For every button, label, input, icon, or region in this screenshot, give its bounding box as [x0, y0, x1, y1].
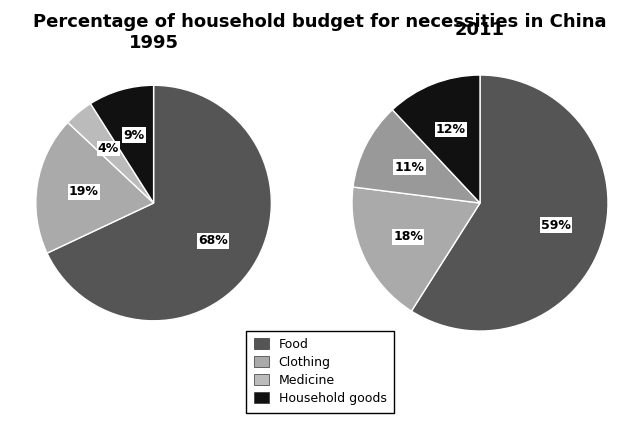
Title: 2011: 2011 [455, 21, 505, 39]
Text: 59%: 59% [541, 219, 571, 232]
Text: 68%: 68% [198, 234, 228, 247]
Wedge shape [47, 85, 271, 321]
Text: 4%: 4% [98, 142, 119, 155]
Wedge shape [90, 85, 154, 203]
Wedge shape [36, 122, 154, 253]
Wedge shape [392, 75, 480, 203]
Text: 19%: 19% [69, 186, 99, 198]
Text: Percentage of household budget for necessities in China: Percentage of household budget for neces… [33, 13, 607, 31]
Text: 12%: 12% [436, 123, 466, 136]
Text: 9%: 9% [124, 129, 145, 142]
Title: 1995: 1995 [129, 33, 179, 52]
Wedge shape [68, 104, 154, 203]
Legend: Food, Clothing, Medicine, Household goods: Food, Clothing, Medicine, Household good… [246, 330, 394, 412]
Wedge shape [352, 187, 480, 311]
Wedge shape [412, 75, 608, 331]
Text: 18%: 18% [393, 231, 423, 243]
Wedge shape [353, 110, 480, 203]
Text: 11%: 11% [394, 160, 424, 173]
